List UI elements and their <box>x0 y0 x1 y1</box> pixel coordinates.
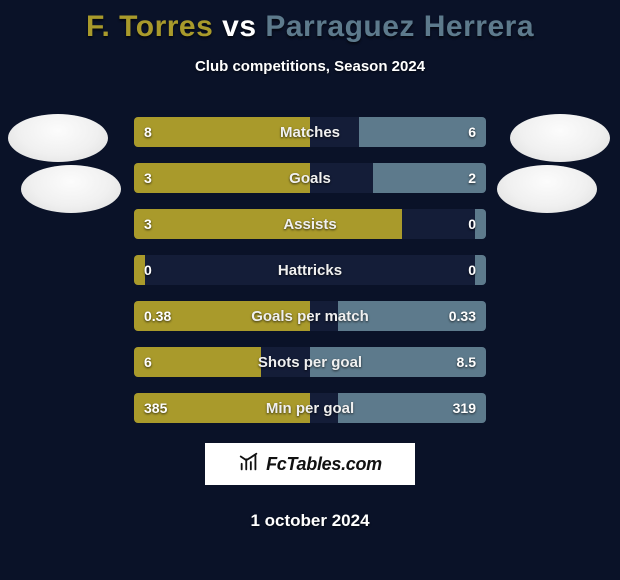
stat-row: Goals3 2 <box>134 163 486 193</box>
player2-name: Parraguez Herrera <box>265 10 534 43</box>
stat-label: Goals per match <box>134 301 486 331</box>
stats-container: Matches86Goals32Assists30Hattricks00Goal… <box>134 117 486 423</box>
player1-avatar-secondary <box>21 165 121 213</box>
player1-avatar <box>8 114 108 162</box>
stat-value-left: 6 <box>144 347 152 377</box>
stat-label: Matches <box>134 117 486 147</box>
player2-avatar-secondary <box>497 165 597 213</box>
stat-value-left: 0 <box>144 255 152 285</box>
stat-value-left: 0.38 <box>144 301 171 331</box>
stat-label: Shots per goal <box>134 347 486 377</box>
stat-value-left: 3 <box>144 163 152 193</box>
stat-row: Goals per match0.38 0.33 <box>134 301 486 331</box>
stat-value-right: 319 <box>453 393 476 423</box>
stat-value-right: 8.5 <box>457 347 476 377</box>
stat-label: Min per goal <box>134 393 486 423</box>
stat-value-right: 0.33 <box>449 301 476 331</box>
stat-label: Goals <box>134 163 486 193</box>
stat-value-left: 8 <box>144 117 152 147</box>
stat-value-left: 3 <box>144 209 152 239</box>
subtitle: Club competitions, Season 2024 <box>0 58 620 75</box>
stat-row: Shots per goal6 8.5 <box>134 347 486 377</box>
stat-label: Assists <box>134 209 486 239</box>
stat-value-right: 0 <box>468 255 476 285</box>
stat-value-left: 385 <box>144 393 167 423</box>
stat-row: Matches8 6 <box>134 117 486 147</box>
stat-row: Assists3 0 <box>134 209 486 239</box>
comparison-title: F. Torres vs Parraguez Herrera <box>0 0 620 44</box>
stat-value-right: 6 <box>468 117 476 147</box>
stat-label: Hattricks <box>134 255 486 285</box>
stat-row: Hattricks0 0 <box>134 255 486 285</box>
stat-value-right: 2 <box>468 163 476 193</box>
brand-text: FcTables.com <box>266 454 382 475</box>
player2-avatar <box>510 114 610 162</box>
stat-value-right: 0 <box>468 209 476 239</box>
brand-badge: FcTables.com <box>205 443 415 485</box>
player1-name: F. Torres <box>86 10 213 43</box>
date-label: 1 october 2024 <box>0 511 620 531</box>
vs-label: vs <box>222 10 256 43</box>
stat-row: Min per goal385 319 <box>134 393 486 423</box>
chart-icon <box>238 451 260 478</box>
